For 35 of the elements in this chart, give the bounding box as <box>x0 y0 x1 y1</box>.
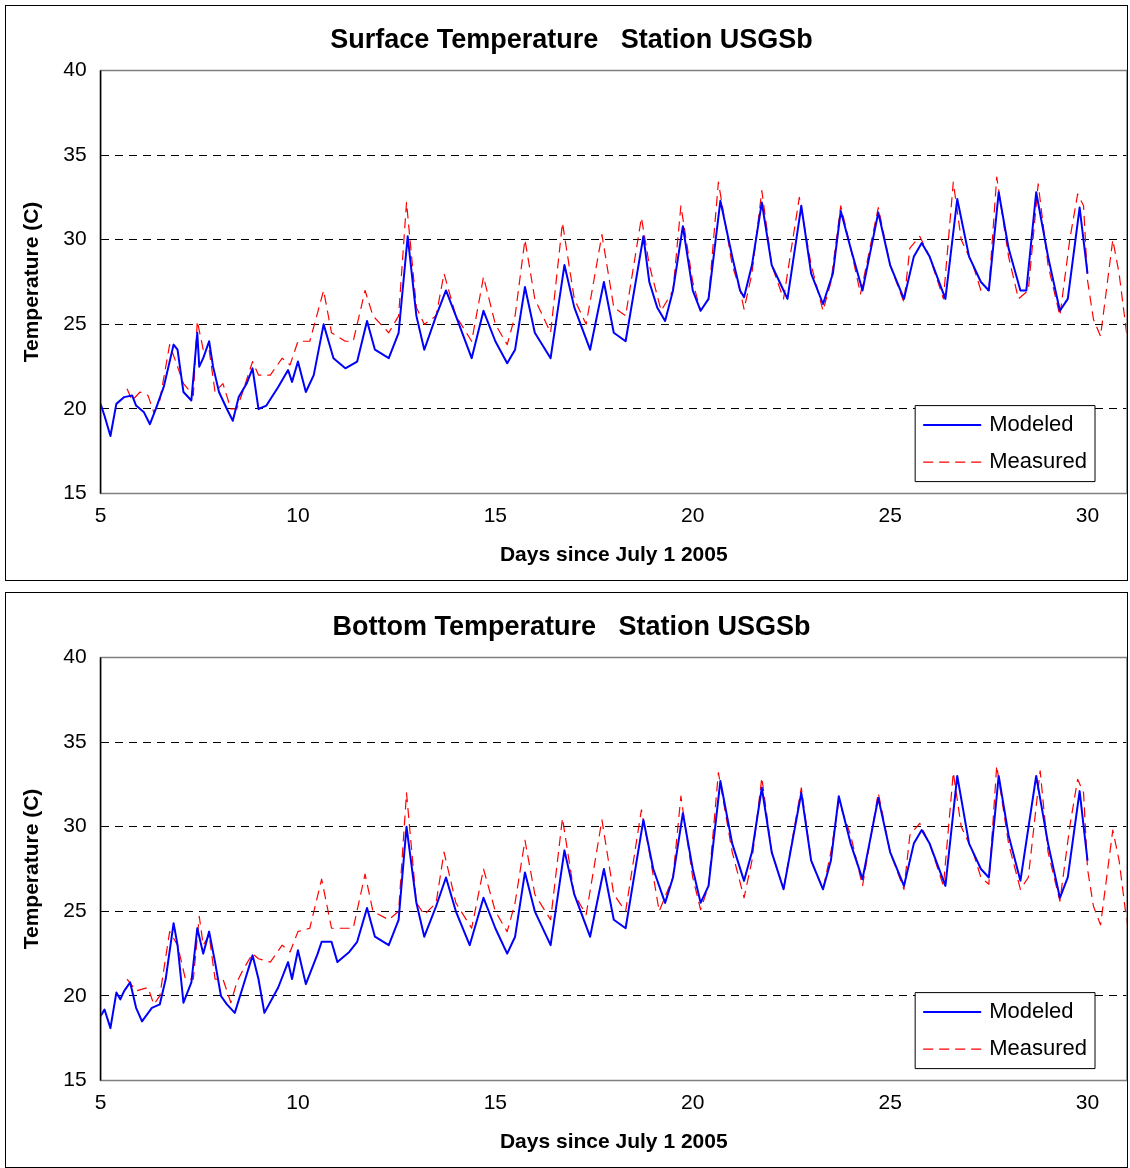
line-series <box>126 176 1127 413</box>
legend-label: Measured <box>989 1035 1088 1061</box>
y-tick-label: 15 <box>63 1067 87 1091</box>
x-axis-title: Days since July 1 2005 <box>499 1129 728 1153</box>
y-tick-label: 40 <box>63 644 87 668</box>
y-tick-label: 35 <box>63 141 87 165</box>
legend-label: Modeled <box>989 411 1074 437</box>
x-tick-label: 5 <box>94 1090 107 1113</box>
legend-label: Modeled <box>989 998 1074 1024</box>
y-tick-label: 35 <box>63 728 87 752</box>
x-tick-label: 15 <box>483 1090 508 1113</box>
x-tick-label: 30 <box>1075 503 1100 526</box>
chart-title: Bottom Temperature Station USGSb <box>332 610 811 641</box>
y-tick-label: 15 <box>63 480 87 504</box>
x-tick-label: 15 <box>483 503 508 526</box>
x-tick-label: 20 <box>681 503 705 526</box>
y-tick-label: 40 <box>63 57 87 81</box>
x-tick-label: 10 <box>286 1090 310 1113</box>
x-tick-label: 25 <box>878 503 902 526</box>
legend-label: Measured <box>989 448 1088 474</box>
y-axis-title: Temperature (C) <box>19 201 43 363</box>
y-tick-label: 20 <box>63 982 87 1006</box>
y-axis-title: Temperature (C) <box>19 788 43 950</box>
x-axis-title: Days since July 1 2005 <box>499 542 728 566</box>
y-tick-label: 25 <box>63 898 87 922</box>
x-tick-label: 20 <box>681 1090 705 1113</box>
chart-title: Surface Temperature Station USGSb <box>330 23 813 54</box>
y-tick-label: 30 <box>63 226 87 250</box>
x-tick-label: 5 <box>94 503 107 526</box>
x-tick-label: 30 <box>1075 1090 1100 1113</box>
x-tick-label: 10 <box>286 503 310 526</box>
y-tick-label: 20 <box>63 395 87 419</box>
x-tick-label: 25 <box>878 1090 902 1113</box>
y-tick-label: 25 <box>63 311 87 335</box>
y-tick-label: 30 <box>63 813 87 837</box>
